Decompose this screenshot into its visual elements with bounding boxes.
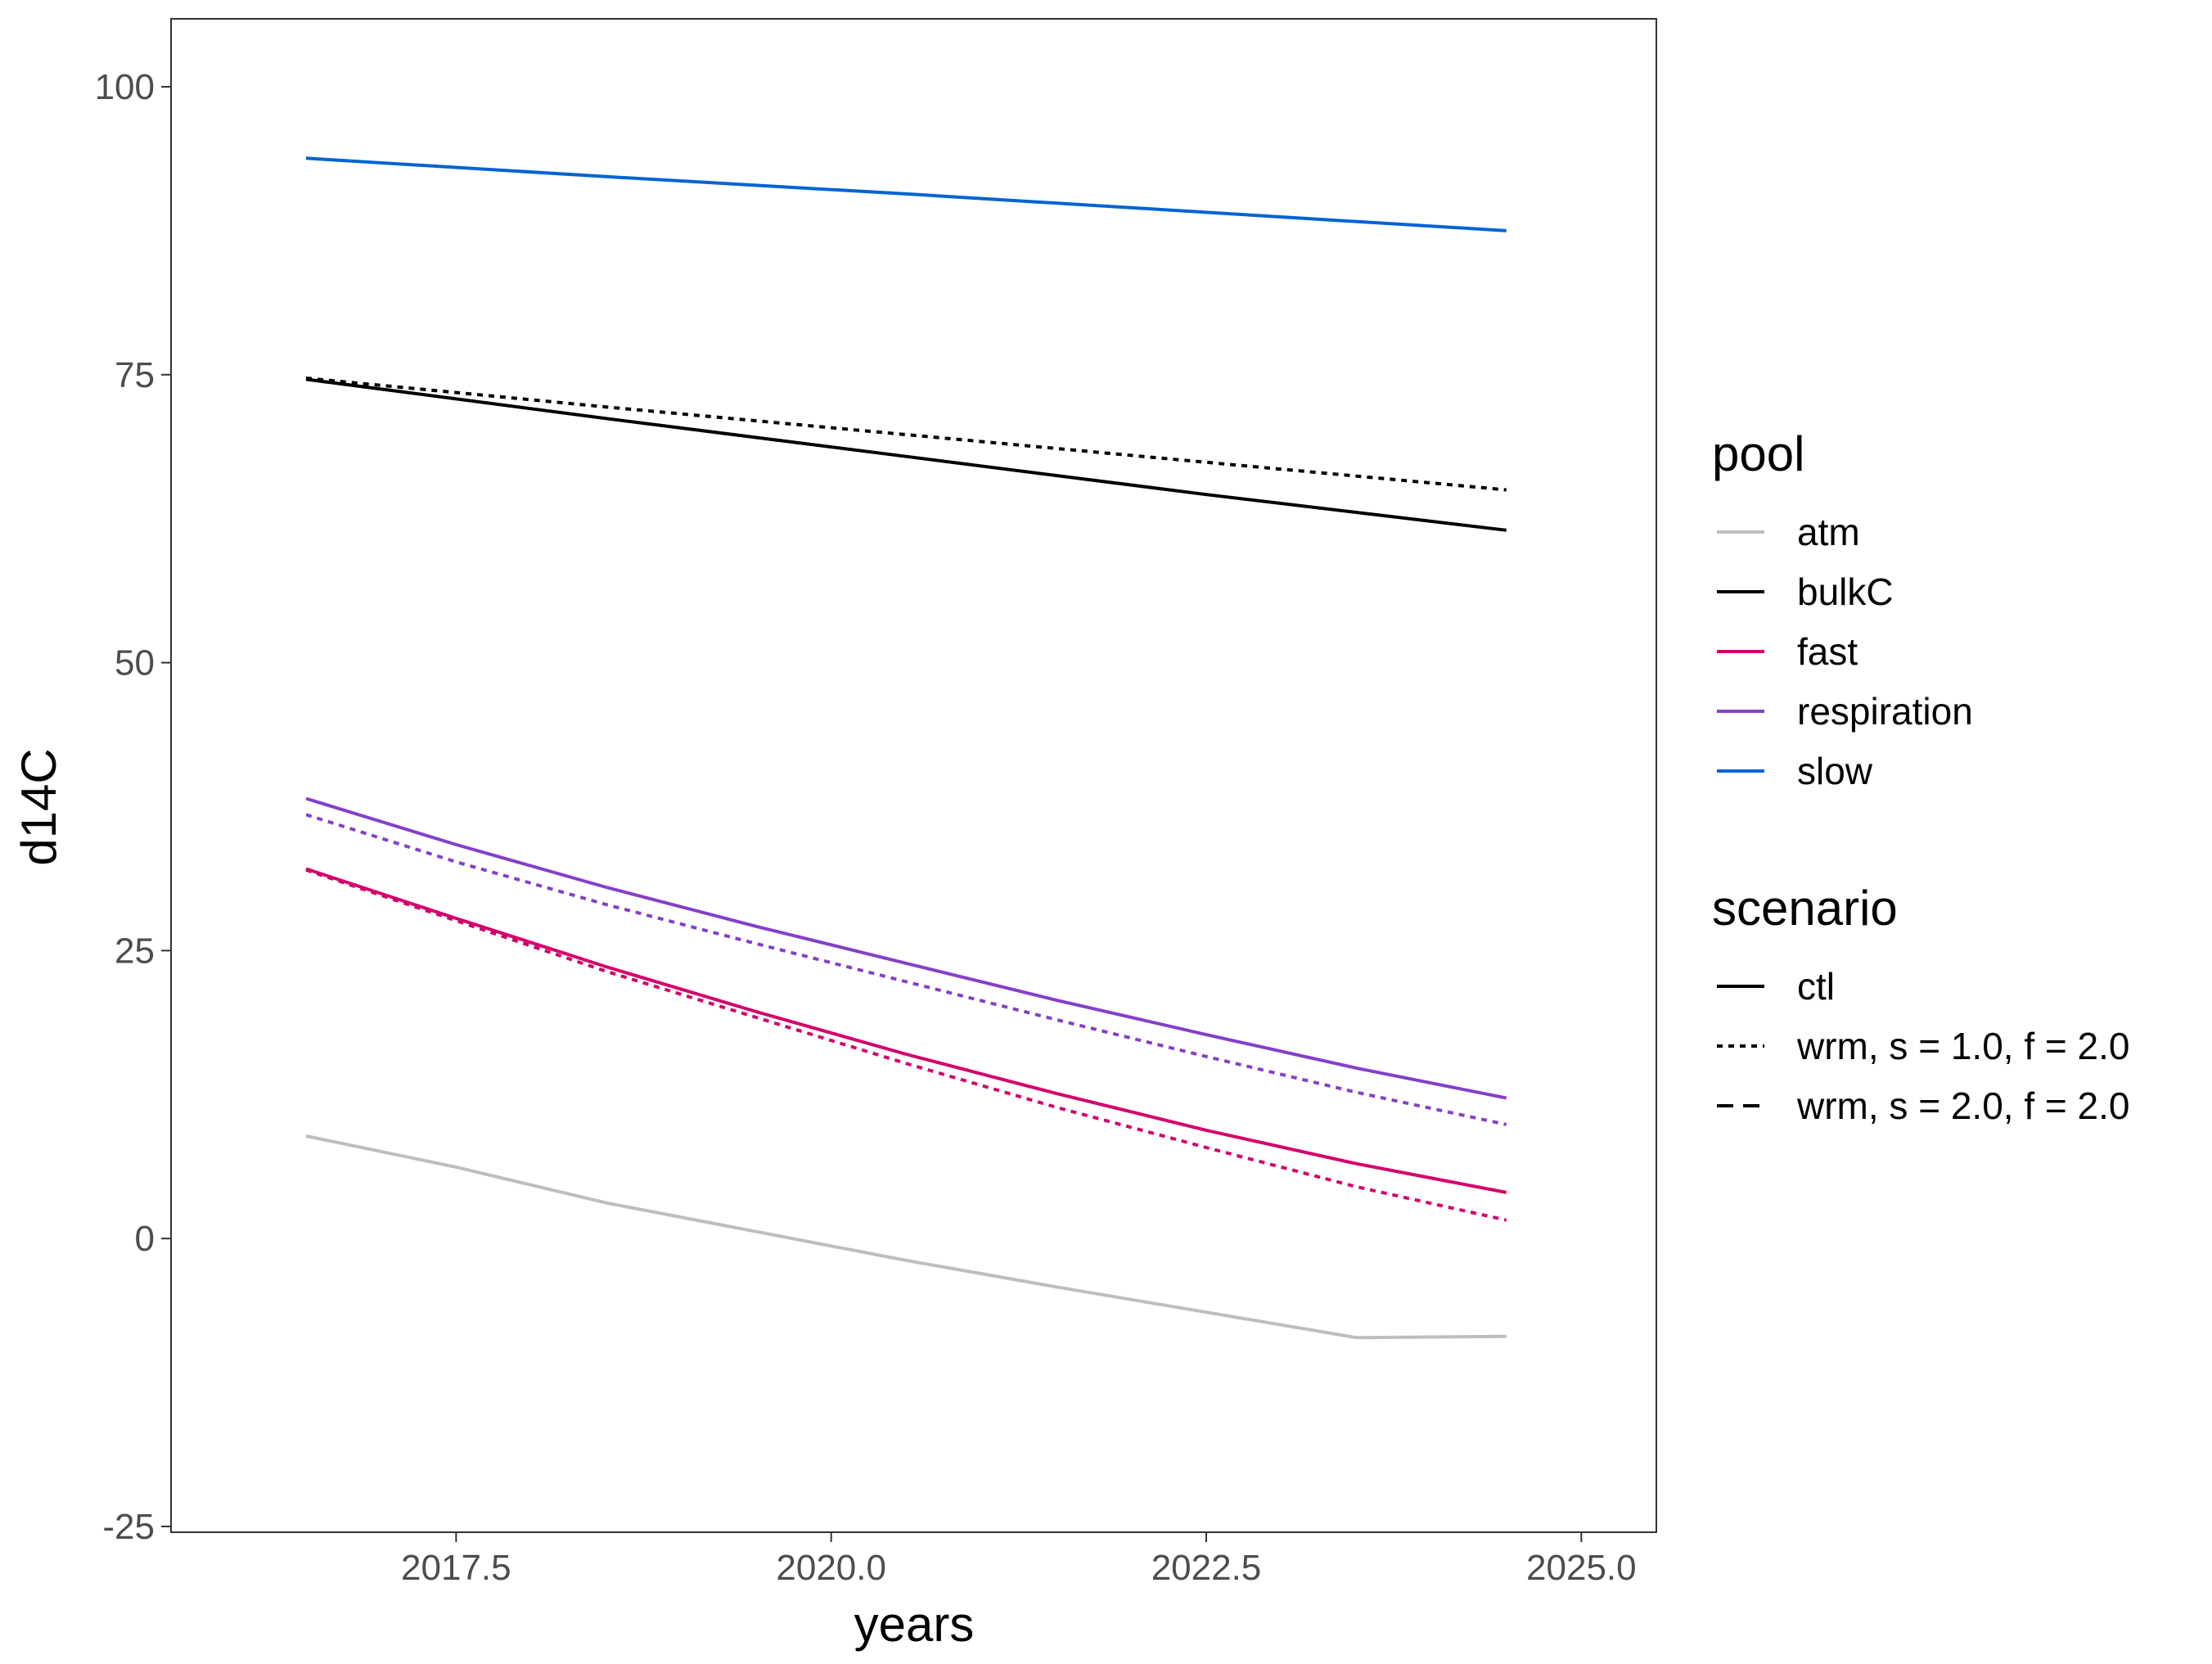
series-line-fast-ctl (305, 867, 1507, 1194)
legend-label: ctl (1797, 965, 1835, 1008)
series-line-atm-ctl (305, 1134, 1507, 1340)
plot-panel (170, 18, 1657, 1533)
series-line-bulkC-ctl (305, 377, 1507, 532)
legend-label: fast (1797, 630, 1858, 673)
legend-label: wrm, s = 1.0, f = 2.0 (1796, 1025, 2130, 1067)
x-tick-label: 2020.0 (776, 1548, 886, 1588)
legend-title-pool: pool (1712, 426, 1804, 481)
legend-label: slow (1797, 750, 1873, 792)
y-tick-label: -25 (102, 1507, 155, 1547)
legend-title-scenario: scenario (1712, 881, 1898, 936)
x-tick-label: 2025.0 (1526, 1548, 1637, 1588)
legend-label: bulkC (1797, 570, 1894, 613)
series-line-slow-ctl (305, 156, 1507, 232)
x-tick-label: 2017.5 (401, 1548, 511, 1588)
series-line-respiration-ctl (305, 796, 1507, 1100)
x-tick-label: 2022.5 (1151, 1548, 1262, 1588)
series-line-respiration-wrm (305, 813, 1507, 1126)
series-layer (305, 156, 1507, 1340)
axes-layer: 2017.5 2020.0 2022.5 2025.0 -25 0 25 50 75 100 (95, 67, 1637, 1588)
y-tick-label: 75 (115, 355, 155, 395)
y-tick-label: 0 (135, 1219, 155, 1259)
y-tick-label: 50 (115, 643, 155, 683)
legend-label: respiration (1797, 690, 1973, 733)
y-tick-label: 100 (95, 67, 155, 107)
y-tick-label: 25 (115, 931, 155, 971)
legend-label: wrm, s = 2.0, f = 2.0 (1796, 1085, 2130, 1127)
legend: pool atm bulkC fast respiration slow scenario c… (1712, 426, 2130, 1127)
y-axis-title: d14C (11, 748, 66, 865)
plot-panel-border (170, 18, 1657, 1533)
legend-label: atm (1797, 511, 1860, 553)
series-line-fast-wrm (305, 868, 1507, 1222)
x-axis-title: years (854, 1597, 975, 1652)
